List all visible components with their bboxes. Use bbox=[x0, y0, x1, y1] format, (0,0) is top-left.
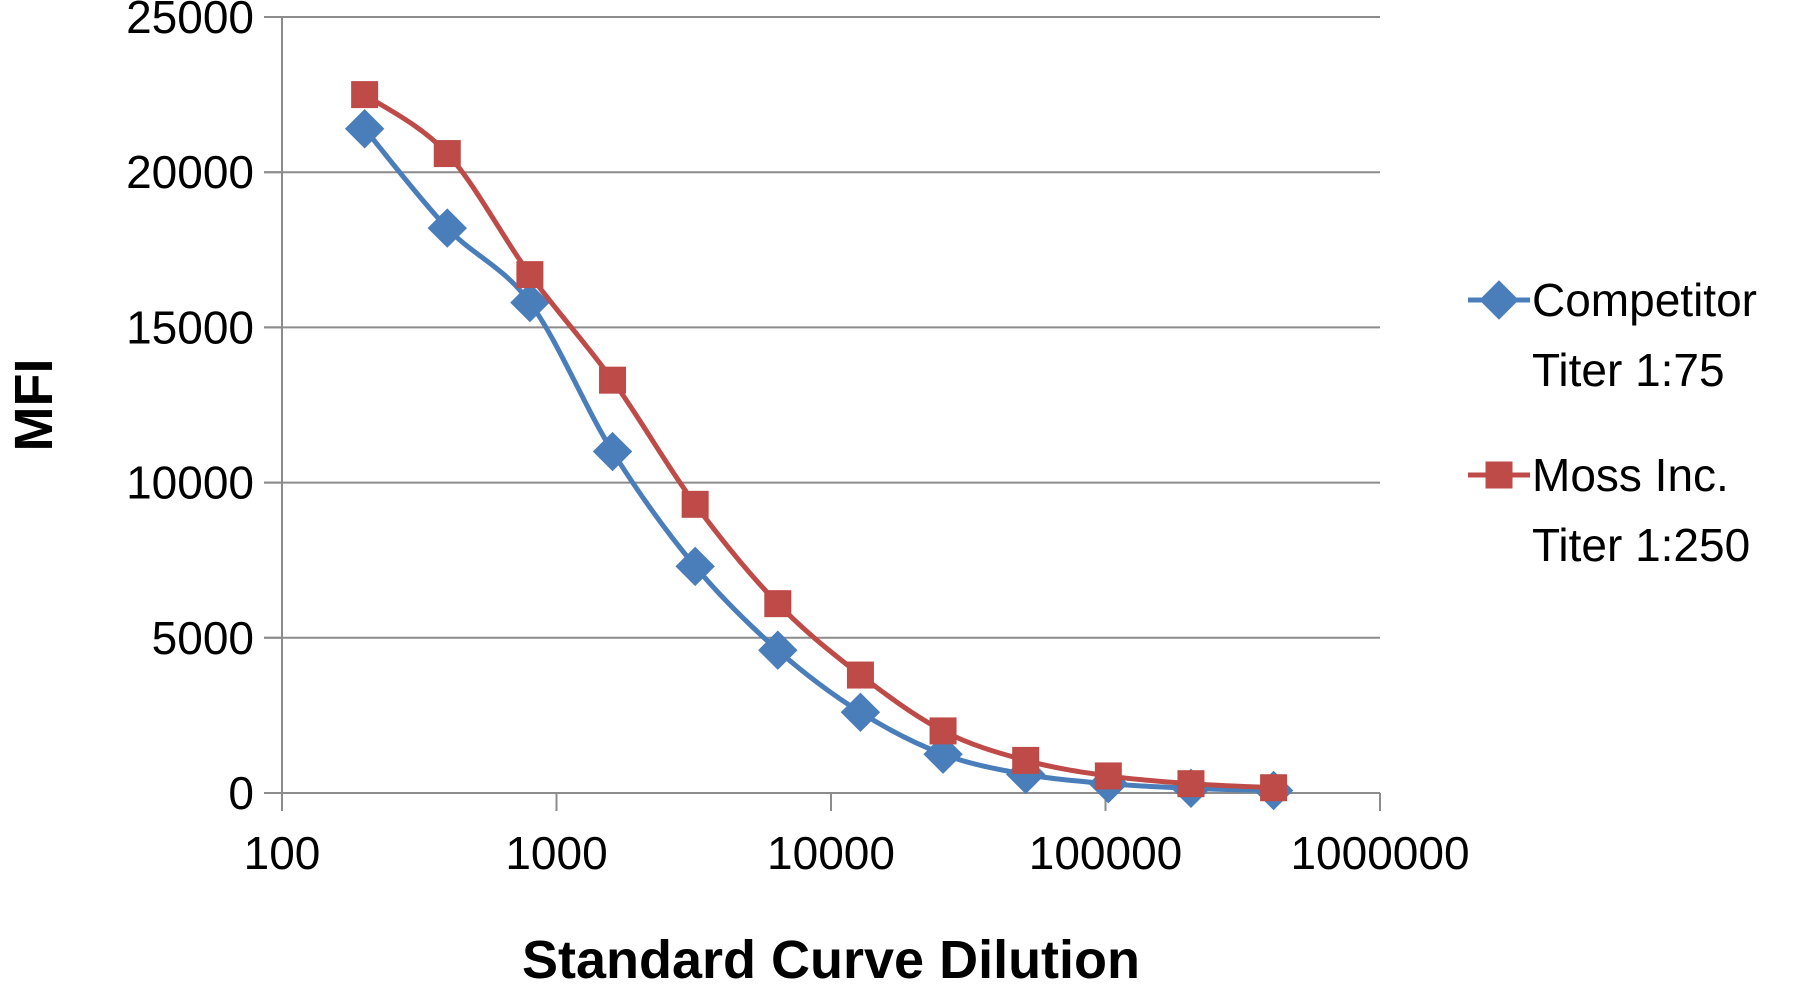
y-tick-label: 25000 bbox=[126, 0, 254, 43]
y-tick-label: 0 bbox=[228, 767, 254, 819]
legend-square-marker bbox=[1485, 461, 1513, 489]
y-tick-label: 15000 bbox=[126, 301, 254, 353]
legend-item-1: Competitor Titer 1:75 bbox=[1468, 274, 1757, 396]
grid-lines bbox=[264, 16, 1380, 639]
x-tick-label: 100000 bbox=[1029, 827, 1183, 879]
legend: Competitor Titer 1:75 Moss Inc. Titer 1:250 bbox=[1468, 274, 1757, 571]
x-tick-label: 1000000 bbox=[1290, 827, 1469, 879]
x-tick-label: 10000 bbox=[767, 827, 895, 879]
diamond-data-point bbox=[592, 431, 633, 472]
square-data-point bbox=[1260, 774, 1288, 802]
y-axis-title: MFI bbox=[4, 359, 64, 452]
square-data-point bbox=[351, 81, 379, 109]
square-data-point bbox=[846, 661, 874, 689]
square-data-point bbox=[929, 717, 957, 745]
legend-item-2: Moss Inc. Titer 1:250 bbox=[1468, 449, 1750, 571]
series-layer bbox=[344, 81, 1294, 811]
square-data-point bbox=[1094, 762, 1122, 790]
diamond-data-point bbox=[675, 546, 715, 587]
x-tick-label: 1000 bbox=[505, 827, 607, 879]
square-data-point bbox=[1012, 746, 1040, 774]
diamond-data-point bbox=[840, 692, 881, 733]
diamond-data-point bbox=[923, 734, 963, 774]
diamond-data-point bbox=[427, 208, 467, 248]
diamond-data-point bbox=[344, 109, 385, 149]
square-data-point bbox=[681, 490, 709, 518]
x-tick-label: 100 bbox=[244, 827, 321, 879]
y-tick-label: 5000 bbox=[152, 612, 254, 664]
x-axis-title: Standard Curve Dilution bbox=[522, 930, 1140, 985]
square-data-point bbox=[599, 366, 627, 394]
square-data-point bbox=[1177, 770, 1205, 798]
series-1 bbox=[344, 109, 1294, 811]
legend-diamond-marker bbox=[1479, 280, 1519, 320]
legend-label: Moss Inc. bbox=[1532, 449, 1729, 501]
axis-titles: Standard Curve Dilution MFI bbox=[4, 359, 1140, 985]
legend-label: Competitor bbox=[1532, 274, 1757, 326]
legend-label: Titer 1:75 bbox=[1532, 344, 1725, 396]
tick-labels: 0 5000 10000 15000 20000 25000 100 1000 10000 100… bbox=[126, 0, 1469, 879]
diamond-data-point bbox=[510, 282, 550, 323]
diamond-data-point bbox=[758, 630, 798, 670]
square-data-point bbox=[764, 590, 792, 618]
y-tick-label: 20000 bbox=[126, 146, 254, 198]
legend-label: Titer 1:250 bbox=[1532, 519, 1750, 571]
square-data-point bbox=[433, 140, 461, 168]
square-data-point bbox=[516, 261, 544, 289]
y-tick-label: 10000 bbox=[126, 457, 254, 509]
series-2 bbox=[351, 81, 1288, 802]
